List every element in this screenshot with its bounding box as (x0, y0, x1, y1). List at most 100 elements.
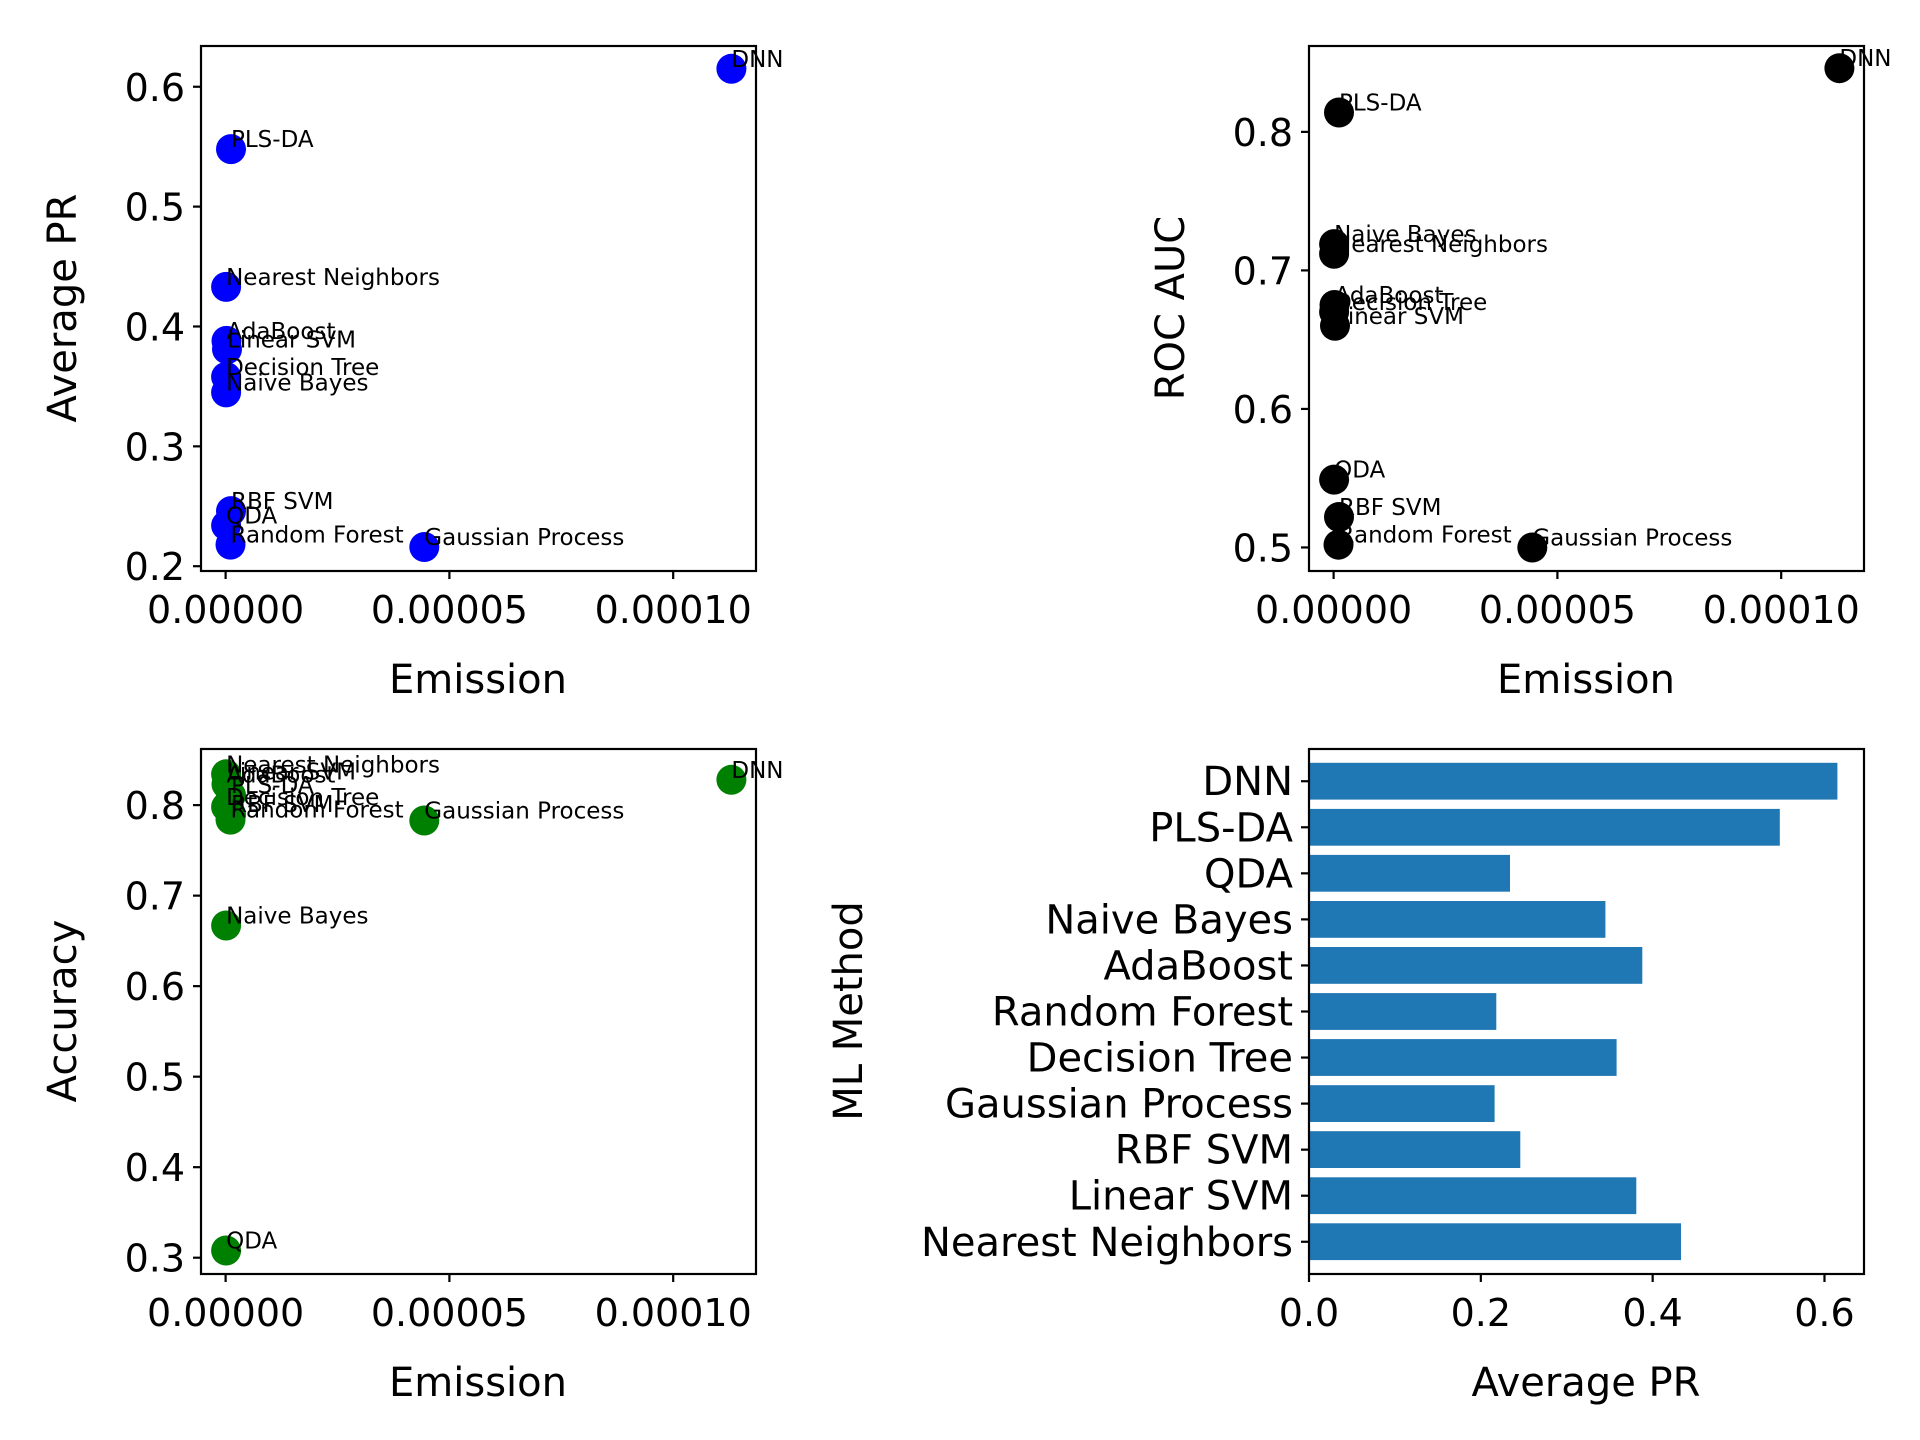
avgpr-point-label-qda: QDA (226, 504, 277, 530)
avgpr-point-gaussian-process (409, 532, 440, 562)
avgpr-point-label-dnn: DNN (731, 47, 783, 73)
bars-x-tick-label: 0.6 (1794, 1291, 1854, 1335)
bars-bar-pls-da (1309, 808, 1780, 846)
accuracy-plot-layer: Nearest Neighbors DNN Linear SVMAdaBoostPL… (211, 752, 784, 1266)
bars-x-tick-label: 0.2 (1451, 1291, 1511, 1335)
bars-bar-nearest-neighbors (1309, 1223, 1681, 1261)
rocauc-y-tick-label: 0.8 (1233, 111, 1293, 155)
avgpr-point-label-pls-da: PLS-DA (231, 127, 314, 153)
bars-category-label-gaussian-process: Gaussian Process (945, 1082, 1293, 1128)
accuracy-point-dnn (716, 764, 747, 795)
accuracy-x-axis-title: Emission (389, 1360, 567, 1406)
rocauc-point-label-adaboost: AdaBoost (1335, 283, 1444, 309)
rocauc-point-rbf-svm (1324, 502, 1354, 532)
avgpr-x-tick-label: 0.00010 (595, 588, 752, 632)
accuracy-tick-layer: 0.00000 0.00005 0.00010 0.3 0.4 0.5 0.6 0.7 0.8 (125, 784, 752, 1335)
rocauc-point-label-dnn: DNN (1839, 46, 1891, 72)
accuracy-point-label-adaboost: AdaBoost (227, 762, 336, 788)
rocauc-x-axis-title: Emission (1497, 657, 1675, 703)
bars-x-tick-label: 0.0 (1279, 1291, 1339, 1335)
accuracy-scatter-chart: Nearest Neighbors DNN Linear SVMAdaBoostPL… (40, 747, 784, 1406)
rocauc-point-dnn (1824, 53, 1855, 84)
bars-y-axis-title: ML Method (826, 901, 872, 1121)
bars-bar-dnn (1309, 762, 1838, 800)
bars-category-label-qda: QDA (1204, 851, 1294, 897)
avgpr-point-naive-bayes (211, 377, 242, 408)
bars-category-label-decision-tree: Decision Tree (1027, 1036, 1293, 1082)
bars-category-label-random-forest: Random Forest (992, 990, 1293, 1036)
rocauc-point-qda (1319, 464, 1350, 495)
rocauc-y-tick-label: 0.6 (1233, 388, 1293, 432)
rocauc-point-linear-svm (1320, 310, 1350, 341)
avgpr-point-label-linear-svm: Linear SVM (227, 327, 356, 353)
rocauc-point-label-rbf-svm: RBF SVM (1339, 495, 1441, 521)
accuracy-point-label-qda: QDA (226, 1229, 277, 1255)
rocauc-point-label-random-forest: Random Forest (1339, 523, 1512, 549)
accuracy-x-tick-label: 0.00005 (371, 1291, 528, 1335)
accuracy-y-tick-label: 0.7 (125, 875, 185, 919)
accuracy-point-label-random-forest: Random Forest (231, 798, 404, 824)
avgpr-y-tick-label: 0.6 (125, 66, 185, 110)
accuracy-point-label-dnn: DNN (731, 758, 783, 784)
avgpr-x-tick-label: 0.00005 (371, 588, 528, 632)
rocauc-point-label-gaussian-process: Gaussian Process (1532, 526, 1732, 552)
rocauc-point-nearest-neighbors (1319, 238, 1350, 269)
avgpr-point-linear-svm (212, 334, 242, 365)
accuracy-point-label-decision-tree: Decision Tree (226, 785, 379, 811)
rocauc-point-label-naive-bayes: Naive Bayes (1334, 222, 1476, 248)
accuracy-point-label-linear-svm: Linear SVM (227, 760, 356, 786)
avgpr-tick-layer: 0.00000 0.00005 0.00010 0.2 0.3 0.4 0.5 0.6 (125, 66, 752, 632)
avgpr-y-tick-label: 0.5 (125, 186, 185, 230)
bars-bar-rbf-svm (1309, 1131, 1521, 1168)
rocauc-point-label-nearest-neighbors: Nearest Neighbors (1334, 232, 1548, 258)
avgpr-x-axis-title: Emission (389, 657, 567, 703)
avgpr-y-tick-label: 0.2 (125, 545, 185, 589)
avgpr-y-axis-title: Average PR (40, 194, 86, 423)
bars-category-label-dnn: DNN (1202, 759, 1293, 805)
avgpr-scatter-chart: DNN PLS-DA Nearest Neighbors AdaBoostLinear… (40, 44, 784, 703)
accuracy-point-label-rbf-svm: RBF SVM (231, 792, 333, 818)
accuracy-point-label-nearest-neighbors: Nearest Neighbors (226, 752, 440, 778)
avgpr-point-random-forest (215, 529, 246, 560)
bars-bar-qda (1309, 854, 1510, 892)
avgpr-axes-frame (199, 44, 758, 573)
avgpr-point-label-adaboost: AdaBoost (227, 319, 336, 345)
accuracy-y-tick-label: 0.4 (125, 1146, 185, 1190)
bars-bar-decision-tree (1309, 1039, 1617, 1076)
avgpr-plot-layer: DNN PLS-DA Nearest Neighbors AdaBoostLinear… (211, 47, 784, 562)
rocauc-point-random-forest (1323, 529, 1354, 560)
accuracy-y-tick-label: 0.8 (125, 784, 185, 828)
avgpr-point-label-rbf-svm: RBF SVM (231, 489, 333, 515)
rocauc-point-gaussian-process (1517, 532, 1548, 563)
accuracy-axes-frame (199, 747, 758, 1276)
accuracy-point-label-pls-da: PLS-DA (231, 773, 314, 799)
rocauc-y-axis-title: ROC AUC (1148, 216, 1194, 401)
bars-category-label-rbf-svm: RBF SVM (1115, 1128, 1293, 1174)
bars-category-label-linear-svm: Linear SVM (1069, 1174, 1293, 1220)
bars-category-label-naive-bayes: Naive Bayes (1045, 897, 1293, 943)
accuracy-y-tick-label: 0.6 (125, 965, 185, 1009)
avgpr-point-label-gaussian-process: Gaussian Process (424, 525, 624, 551)
bars-category-label-nearest-neighbors: Nearest Neighbors (921, 1220, 1293, 1266)
bars-bar-linear-svm (1309, 1177, 1637, 1215)
accuracy-point-label-naive-bayes: Naive Bayes (226, 904, 368, 930)
accuracy-y-tick-label: 0.3 (125, 1237, 185, 1281)
avgpr-point-label-random-forest: Random Forest (231, 523, 404, 549)
accuracy-point-label-gaussian-process: Gaussian Process (424, 799, 624, 825)
bars-bar-adaboost (1309, 947, 1643, 984)
avgpr-point-nearest-neighbors (211, 271, 242, 302)
rocauc-x-tick-label: 0.00000 (1255, 588, 1412, 632)
bars-x-axis-title: Average PR (1472, 1360, 1701, 1406)
accuracy-x-tick-label: 0.00000 (147, 1291, 304, 1335)
rocauc-x-tick-label: 0.00005 (1479, 588, 1636, 632)
rocauc-point-label-linear-svm: Linear SVM (1335, 304, 1464, 330)
bars-x-tick-label: 0.4 (1622, 1291, 1682, 1335)
rocauc-axes-frame (1307, 44, 1866, 573)
avgpr-x-tick-label: 0.00000 (147, 588, 304, 632)
bars-plot-layer (1309, 762, 1838, 1261)
